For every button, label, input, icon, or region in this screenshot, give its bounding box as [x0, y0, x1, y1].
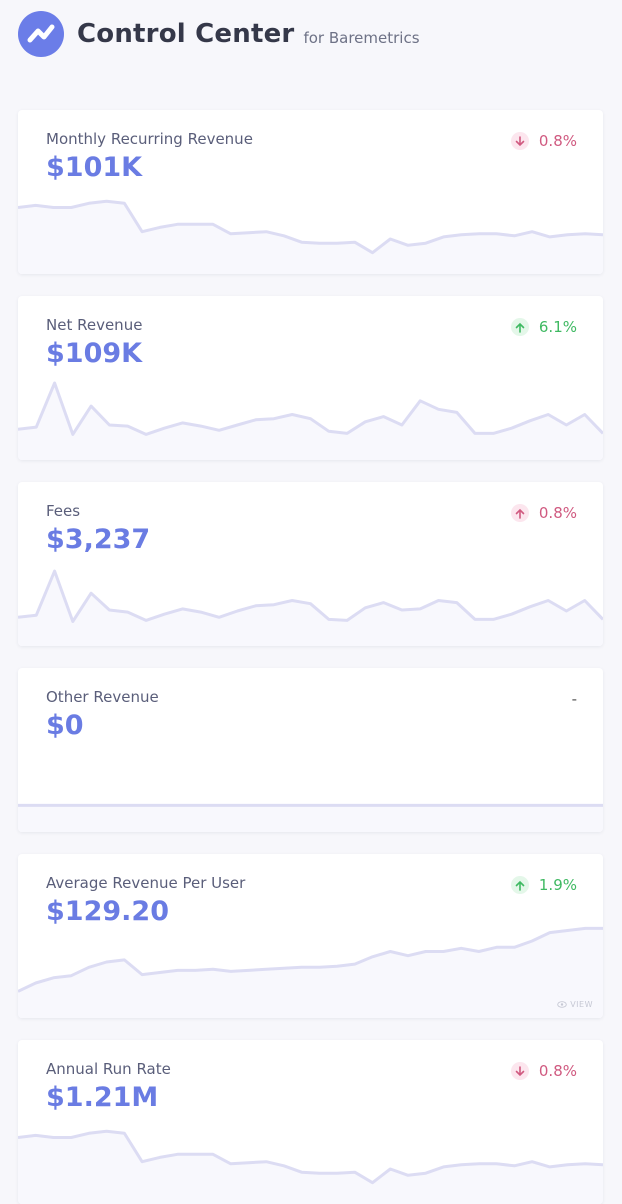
app-header: Control Center for Baremetrics	[18, 10, 420, 58]
metric-value: $0	[46, 710, 84, 741]
change-percent: -	[571, 690, 577, 708]
change-indicator: 0.8%	[510, 504, 577, 522]
sparkline-chart	[18, 381, 603, 460]
metric-card-mrr[interactable]: Monthly Recurring Revenue $101K 0.8%	[18, 110, 603, 274]
metric-label: Annual Run Rate	[46, 1060, 171, 1078]
change-indicator: 0.8%	[510, 1062, 577, 1080]
sparkline-chart	[18, 1129, 603, 1204]
arrow-up-icon	[510, 504, 529, 522]
metric-card-annual-run-rate[interactable]: Annual Run Rate $1.21M 0.8%	[18, 1040, 603, 1204]
metric-label: Net Revenue	[46, 316, 143, 334]
metric-card-net-revenue[interactable]: Net Revenue $109K 6.1%	[18, 296, 603, 460]
metric-value: $101K	[46, 152, 143, 183]
metric-value: $3,237	[46, 524, 151, 555]
metric-card-arpu[interactable]: Average Revenue Per User $129.20 1.9% VI…	[18, 854, 603, 1018]
sparkline-area	[18, 1131, 603, 1204]
change-percent: 0.8%	[538, 504, 577, 522]
sparkline-chart	[18, 803, 603, 832]
arrow-up-icon	[510, 876, 529, 894]
arrow-down-icon	[510, 132, 529, 150]
change-indicator: -	[572, 690, 577, 708]
change-percent: 0.8%	[538, 132, 577, 150]
change-percent: 1.9%	[538, 876, 577, 894]
sparkline-line	[18, 926, 603, 993]
metric-label: Average Revenue Per User	[46, 874, 246, 892]
sparkline-line	[18, 199, 603, 255]
page-title: Control Center	[77, 19, 295, 49]
sparkline-area	[18, 383, 603, 460]
page-subtitle: for Baremetrics	[303, 28, 420, 47]
metric-label: Monthly Recurring Revenue	[46, 130, 253, 148]
sparkline-line	[18, 1129, 603, 1185]
metric-value: $1.21M	[46, 1082, 159, 1113]
sparkline-chart	[18, 569, 603, 646]
sparkline-area	[18, 928, 603, 1018]
eye-icon	[557, 1001, 567, 1008]
change-percent: 6.1%	[538, 318, 577, 336]
arrow-down-icon	[510, 1062, 529, 1080]
metric-value: $129.20	[46, 896, 169, 927]
metric-label: Fees	[46, 502, 81, 520]
arrow-up-icon	[510, 318, 529, 336]
baremetrics-logo-icon[interactable]	[18, 11, 64, 57]
metric-card-fees[interactable]: Fees $3,237 0.8%	[18, 482, 603, 646]
metric-card-other-revenue[interactable]: Other Revenue $0 -	[18, 668, 603, 832]
sparkline-area	[18, 805, 603, 832]
sparkline-line	[18, 569, 603, 623]
sparkline-line	[18, 381, 603, 436]
sparkline-chart	[18, 926, 603, 1018]
sparkline-area	[18, 571, 603, 646]
sparkline-chart	[18, 199, 603, 274]
metric-value: $109K	[46, 338, 143, 369]
view-link[interactable]: VIEW	[557, 1000, 593, 1009]
view-label: VIEW	[570, 1000, 593, 1009]
sparkline-area	[18, 201, 603, 274]
change-indicator: 1.9%	[510, 876, 577, 894]
change-indicator: 6.1%	[510, 318, 577, 336]
metric-label: Other Revenue	[46, 688, 159, 706]
change-indicator: 0.8%	[510, 132, 577, 150]
change-percent: 0.8%	[538, 1062, 577, 1080]
